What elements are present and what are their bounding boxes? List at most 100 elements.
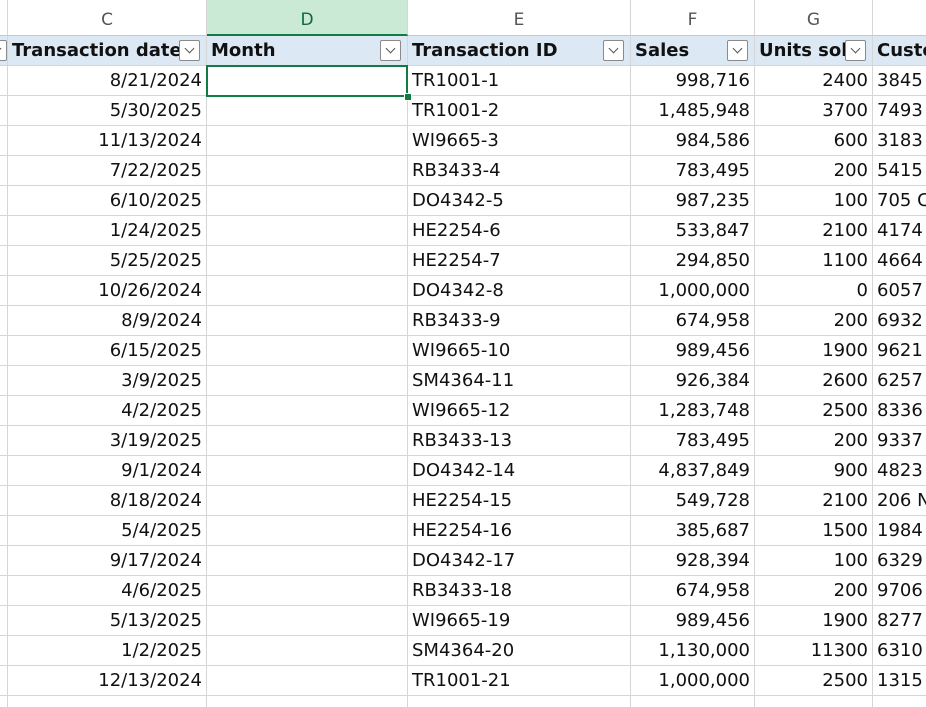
- data-cell[interactable]: 926,384: [631, 366, 755, 396]
- data-cell[interactable]: [408, 696, 631, 707]
- column-letter[interactable]: C: [8, 0, 207, 36]
- data-cell[interactable]: WI9665-10: [408, 336, 631, 366]
- row-stub[interactable]: [0, 306, 8, 336]
- data-cell[interactable]: TR1001-21: [408, 666, 631, 696]
- data-cell[interactable]: 600: [755, 126, 873, 156]
- data-cell[interactable]: 1100: [755, 246, 873, 276]
- data-cell[interactable]: 206 N: [873, 486, 926, 516]
- data-cell[interactable]: 200: [755, 156, 873, 186]
- column-letter[interactable]: [0, 0, 8, 36]
- data-cell[interactable]: 928,394: [631, 546, 755, 576]
- data-cell[interactable]: [8, 696, 207, 707]
- data-cell[interactable]: 9/1/2024: [8, 456, 207, 486]
- data-cell[interactable]: DO4342-8: [408, 276, 631, 306]
- row-stub[interactable]: [0, 426, 8, 456]
- row-stub[interactable]: [0, 336, 8, 366]
- data-cell[interactable]: 9706: [873, 576, 926, 606]
- data-cell[interactable]: DO4342-17: [408, 546, 631, 576]
- data-cell[interactable]: 984,586: [631, 126, 755, 156]
- data-cell[interactable]: [631, 696, 755, 707]
- data-cell[interactable]: RB3433-18: [408, 576, 631, 606]
- filter-button[interactable]: [179, 40, 200, 61]
- data-cell[interactable]: 11/13/2024: [8, 126, 207, 156]
- data-cell[interactable]: 2500: [755, 666, 873, 696]
- data-cell[interactable]: 10/26/2024: [8, 276, 207, 306]
- data-cell[interactable]: 674,958: [631, 306, 755, 336]
- data-cell[interactable]: RB3433-13: [408, 426, 631, 456]
- row-stub[interactable]: [0, 216, 8, 246]
- data-cell[interactable]: 6/15/2025: [8, 336, 207, 366]
- data-cell[interactable]: 4/2/2025: [8, 396, 207, 426]
- data-cell[interactable]: 8/9/2024: [8, 306, 207, 336]
- data-cell[interactable]: 4,837,849: [631, 456, 755, 486]
- data-cell[interactable]: 1984: [873, 516, 926, 546]
- data-cell[interactable]: 200: [755, 306, 873, 336]
- data-cell[interactable]: 8/21/2024: [8, 66, 207, 96]
- row-stub[interactable]: [0, 246, 8, 276]
- filter-button[interactable]: [380, 40, 401, 61]
- header-cell[interactable]: Custo: [873, 36, 926, 66]
- column-letter[interactable]: G: [755, 0, 873, 36]
- data-cell[interactable]: 1,283,748: [631, 396, 755, 426]
- data-cell[interactable]: 1,485,948: [631, 96, 755, 126]
- data-cell[interactable]: [207, 606, 408, 636]
- row-stub[interactable]: [0, 636, 8, 666]
- data-cell[interactable]: 9621: [873, 336, 926, 366]
- data-cell[interactable]: 3/9/2025: [8, 366, 207, 396]
- data-cell[interactable]: 1315: [873, 666, 926, 696]
- data-cell[interactable]: 1/2/2025: [8, 636, 207, 666]
- data-cell[interactable]: [873, 696, 926, 707]
- column-letter[interactable]: E: [408, 0, 631, 36]
- data-cell[interactable]: [207, 456, 408, 486]
- data-cell[interactable]: 2100: [755, 216, 873, 246]
- data-cell[interactable]: 7493: [873, 96, 926, 126]
- column-letter[interactable]: F: [631, 0, 755, 36]
- data-cell[interactable]: 4823: [873, 456, 926, 486]
- data-cell[interactable]: [207, 336, 408, 366]
- fill-handle[interactable]: [404, 93, 412, 101]
- data-cell[interactable]: 9/17/2024: [8, 546, 207, 576]
- data-cell[interactable]: 2100: [755, 486, 873, 516]
- data-cell[interactable]: 5415: [873, 156, 926, 186]
- data-cell[interactable]: HE2254-16: [408, 516, 631, 546]
- filter-button[interactable]: [0, 40, 7, 61]
- data-cell[interactable]: 1,000,000: [631, 666, 755, 696]
- data-cell[interactable]: 1900: [755, 606, 873, 636]
- data-cell[interactable]: 987,235: [631, 186, 755, 216]
- data-cell[interactable]: 989,456: [631, 336, 755, 366]
- data-cell[interactable]: 4664: [873, 246, 926, 276]
- row-stub[interactable]: [0, 96, 8, 126]
- data-cell[interactable]: WI9665-12: [408, 396, 631, 426]
- data-cell[interactable]: 989,456: [631, 606, 755, 636]
- data-cell[interactable]: [207, 486, 408, 516]
- row-stub[interactable]: [0, 486, 8, 516]
- data-cell[interactable]: [207, 126, 408, 156]
- data-cell[interactable]: [207, 246, 408, 276]
- data-cell[interactable]: 200: [755, 576, 873, 606]
- filter-button[interactable]: [727, 40, 748, 61]
- row-stub[interactable]: [0, 396, 8, 426]
- data-cell[interactable]: 705 C: [873, 186, 926, 216]
- data-cell[interactable]: [207, 276, 408, 306]
- data-cell[interactable]: 11300: [755, 636, 873, 666]
- column-letter[interactable]: [873, 0, 926, 36]
- data-cell[interactable]: 100: [755, 546, 873, 576]
- data-cell[interactable]: 6057: [873, 276, 926, 306]
- data-cell[interactable]: 1/24/2025: [8, 216, 207, 246]
- data-cell[interactable]: 6/10/2025: [8, 186, 207, 216]
- data-cell[interactable]: HE2254-7: [408, 246, 631, 276]
- data-cell[interactable]: 674,958: [631, 576, 755, 606]
- data-cell[interactable]: 6329: [873, 546, 926, 576]
- data-cell[interactable]: 3/19/2025: [8, 426, 207, 456]
- data-cell[interactable]: 4/6/2025: [8, 576, 207, 606]
- data-cell[interactable]: [207, 546, 408, 576]
- row-stub[interactable]: [0, 576, 8, 606]
- data-cell[interactable]: 8/18/2024: [8, 486, 207, 516]
- data-cell[interactable]: 5/25/2025: [8, 246, 207, 276]
- data-cell[interactable]: 3183: [873, 126, 926, 156]
- data-cell[interactable]: 1,130,000: [631, 636, 755, 666]
- data-cell[interactable]: 2400: [755, 66, 873, 96]
- data-cell[interactable]: [207, 156, 408, 186]
- header-cell[interactable]: Month: [207, 36, 408, 66]
- data-cell[interactable]: [207, 666, 408, 696]
